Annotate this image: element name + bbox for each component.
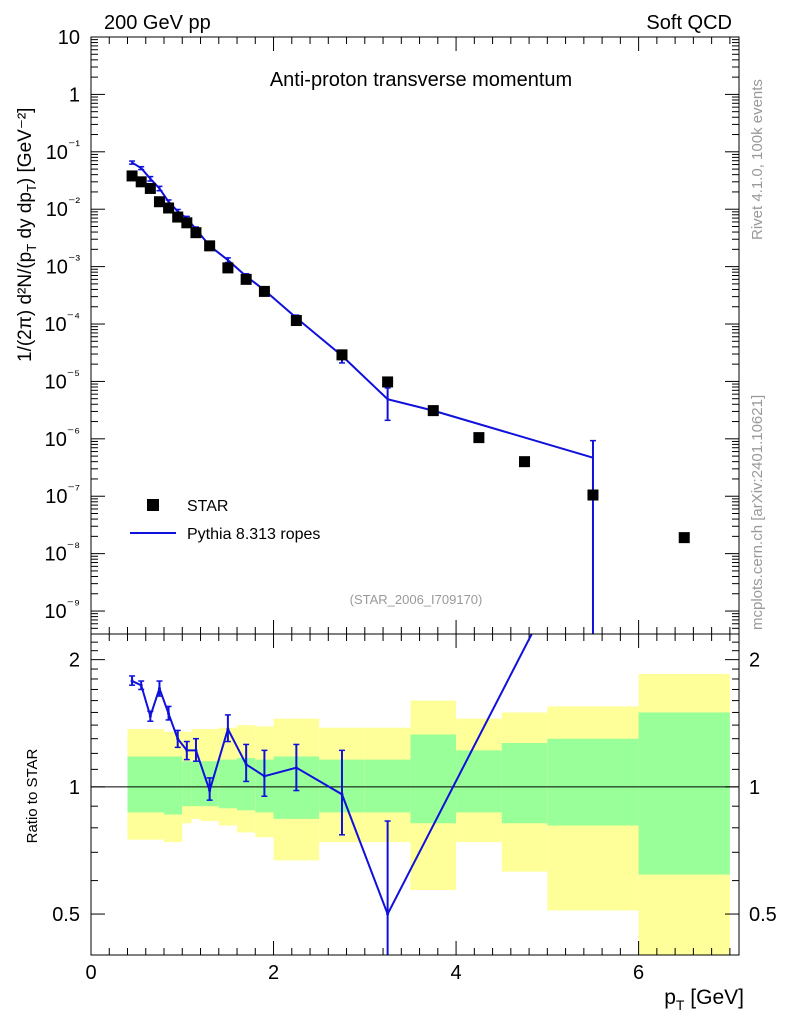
header-right: Soft QCD <box>646 12 732 34</box>
star-data-point <box>135 176 147 188</box>
ratio-green-band <box>164 756 183 815</box>
ratio-green-band <box>127 756 165 813</box>
ratio-uncertainty-bands <box>127 673 730 955</box>
main-y-tick-label: 10⁻² <box>46 194 81 221</box>
main-y-tick-label: 10⁻⁷ <box>45 481 80 508</box>
main-y-tick-label: 1 <box>69 84 80 106</box>
star-data-point <box>190 227 202 239</box>
star-data-point <box>382 376 394 388</box>
main-y-tick-label: 10⁻⁹ <box>44 596 80 623</box>
pythia-curve <box>131 161 594 459</box>
x-tick-label: 0 <box>85 962 96 984</box>
ratio-y-tick-labels: 0.5 0.5 1 1 2 2 <box>52 650 777 926</box>
ratio-y-tick-label-left: 1 <box>69 777 80 799</box>
legend-star-label: STAR <box>187 498 228 515</box>
main-y-tick-label: 10⁻⁵ <box>45 366 80 393</box>
ratio-point <box>185 748 189 752</box>
x-axis-label: pT [GeV] <box>664 986 744 1013</box>
legend: STAR Pythia 8.313 ropes <box>130 498 320 543</box>
ratio-green-band <box>547 738 639 826</box>
star-data-point <box>204 240 216 252</box>
ratio-y-tick-label-left: 0.5 <box>52 904 80 926</box>
star-data-point <box>163 202 175 214</box>
ratio-green-band <box>638 712 730 875</box>
main-y-tick-label: 10⁻⁴ <box>44 309 80 336</box>
main-y-axis-label: 1/(2π) d²N/(pT dy dpT) [GeV⁻²] <box>15 108 39 362</box>
ratio-green-band <box>501 742 548 824</box>
main-frame <box>90 36 740 635</box>
ratio-point <box>167 712 171 716</box>
analysis-watermark: (STAR_2006_I709170) <box>350 592 483 607</box>
main-y-tick-label: 10⁻³ <box>46 252 81 279</box>
x-tick-label: 4 <box>451 962 462 984</box>
star-data-point <box>336 349 348 361</box>
ratio-green-band <box>410 734 457 824</box>
mcplots-source-label: mcplots.cern.ch [arXiv:2401.10621] <box>749 395 766 630</box>
star-data-point <box>144 182 156 194</box>
ratio-panel: 0.5 0.5 1 1 2 2 0 2 4 6 Ratio to STAR pT [GeV] <box>24 633 777 1013</box>
main-y-tick-label: 10⁻⁶ <box>45 424 80 451</box>
main-y-tick-label: 10 <box>58 27 80 49</box>
star-data-point <box>587 489 599 501</box>
ratio-y-tick-label-left: 2 <box>69 650 80 672</box>
ratio-y-tick-label-right: 2 <box>749 650 760 672</box>
ratio-green-band <box>182 761 192 807</box>
main-title: Anti-proton transverse momentum <box>270 69 572 91</box>
main-data-layer <box>126 160 690 634</box>
x-tick-label: 2 <box>268 962 279 984</box>
star-data-point <box>519 456 531 468</box>
header-left: 200 GeV pp <box>104 12 211 34</box>
ratio-point <box>176 737 180 741</box>
ratio-point <box>208 789 212 793</box>
x-tick-label: 6 <box>633 962 644 984</box>
main-y-tick-label: 10⁻¹ <box>46 137 81 164</box>
ratio-point <box>194 748 198 752</box>
main-panel: 10110⁻¹10⁻²10⁻³10⁻⁴10⁻⁵10⁻⁶10⁻⁷10⁻⁸10⁻⁹ … <box>15 27 740 635</box>
star-data-point <box>126 170 138 182</box>
ratio-point <box>226 727 230 731</box>
main-y-tick-labels: 10 1 10⁻¹ 10⁻² 10⁻³ 10⁻⁴ 10⁻⁵ 10⁻⁶ 10⁻⁷ 10⁻⁸ 10⁻⁹ <box>44 27 80 623</box>
star-data-point <box>240 273 252 285</box>
ratio-point <box>148 714 152 718</box>
star-data-point <box>678 532 690 544</box>
main-y-tick-label: 10⁻⁸ <box>44 539 80 566</box>
ratio-frame <box>90 633 740 956</box>
star-data-point <box>181 217 193 229</box>
ratio-y-tick-label-right: 1 <box>749 777 760 799</box>
rivet-version-label: Rivet 4.1.0, 100k events <box>749 79 766 240</box>
ratio-point <box>340 792 344 796</box>
star-data-point <box>153 196 165 208</box>
legend-pythia-label: Pythia 8.313 ropes <box>187 526 320 543</box>
ratio-point <box>244 762 248 766</box>
ratio-y-axis-label: Ratio to STAR <box>24 748 41 843</box>
ratio-point <box>139 683 143 687</box>
star-data-point <box>473 432 485 444</box>
ratio-point <box>294 766 298 770</box>
star-data-point <box>258 285 270 297</box>
star-data-point <box>427 405 439 417</box>
x-tick-labels: 0 2 4 6 <box>85 962 644 984</box>
ratio-point <box>130 679 134 683</box>
star-data-point <box>290 315 302 327</box>
main-axis-ticks <box>90 36 739 634</box>
ratio-green-band <box>218 759 238 809</box>
star-data-point <box>172 211 184 223</box>
ratio-green-band <box>191 761 201 807</box>
star-data-point <box>222 262 234 274</box>
ratio-green-band <box>364 759 411 813</box>
ratio-curve <box>131 634 533 917</box>
ratio-green-band <box>456 750 502 813</box>
ratio-green-band <box>237 758 256 811</box>
ratio-point <box>262 774 266 778</box>
ratio-y-tick-label-right: 0.5 <box>749 904 777 926</box>
ratio-point <box>157 686 161 690</box>
ratio-point <box>386 912 390 916</box>
ratio-data-layer <box>129 634 533 955</box>
legend-star-marker <box>147 499 159 511</box>
